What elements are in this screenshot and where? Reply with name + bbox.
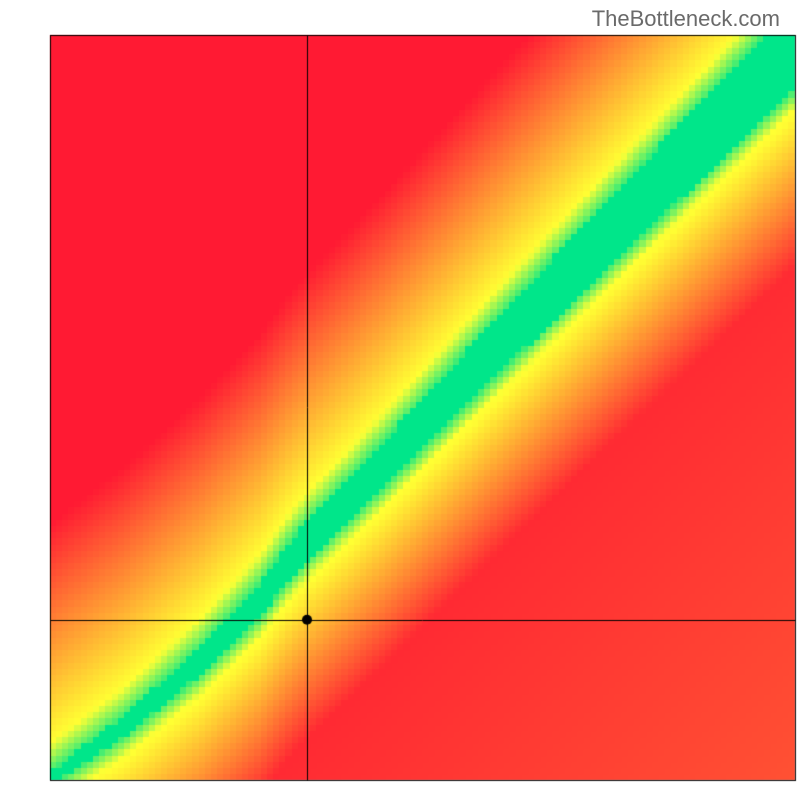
overlay-canvas [0,0,800,800]
watermark-label: TheBottleneck.com [592,6,780,32]
chart-container: TheBottleneck.com [0,0,800,800]
